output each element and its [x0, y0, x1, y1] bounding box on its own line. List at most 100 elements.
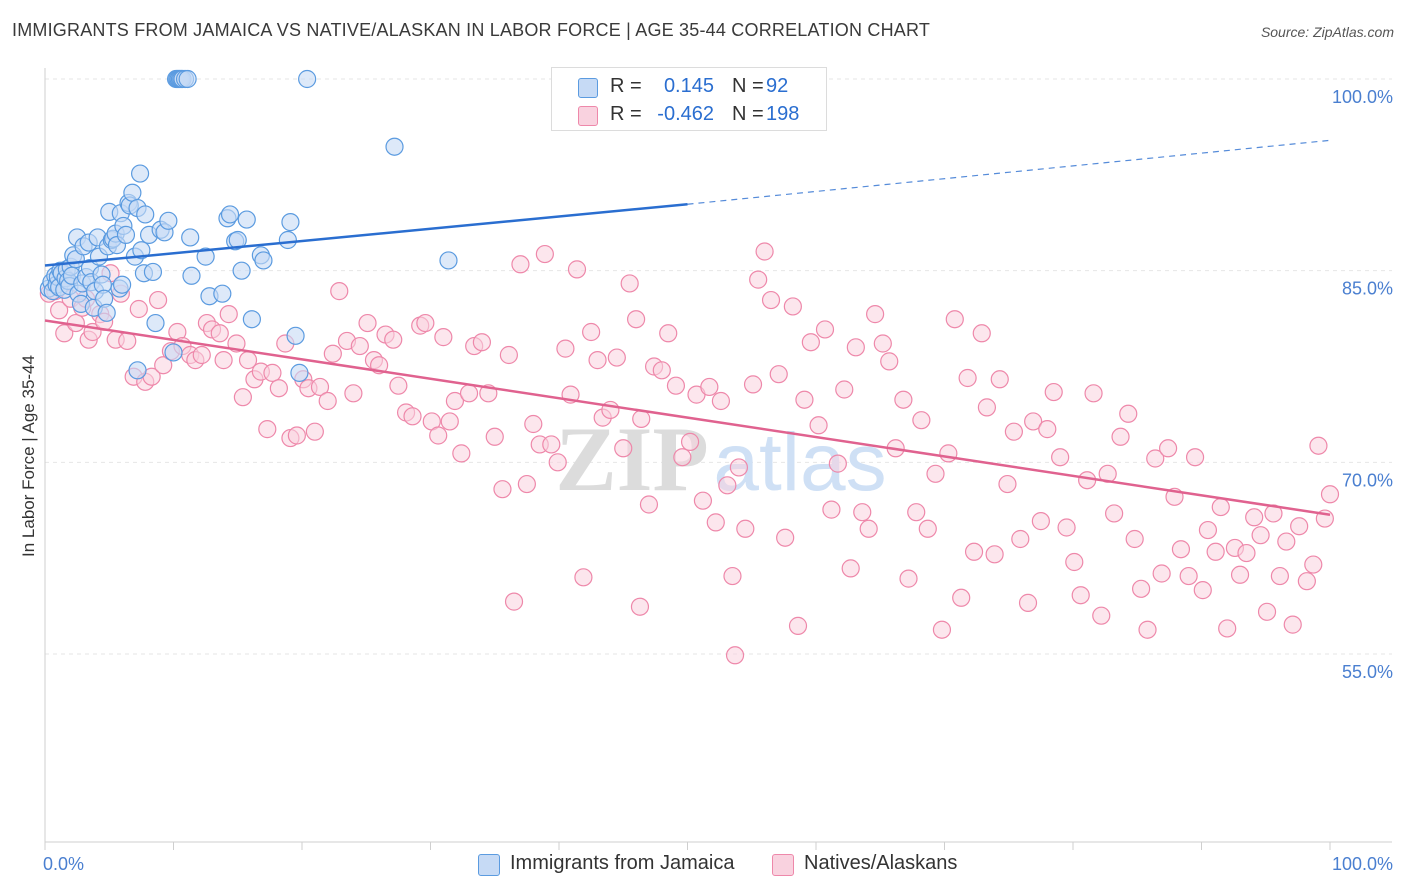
natives-point — [1011, 529, 1030, 549]
natives-point — [403, 407, 422, 426]
legend-n-label: N = — [732, 75, 764, 97]
natives-point — [214, 351, 233, 370]
natives-point — [1044, 382, 1063, 402]
natives-point — [1084, 384, 1103, 403]
natives-point — [445, 391, 465, 411]
natives-point — [880, 352, 899, 371]
jamaica-point — [220, 205, 240, 224]
natives-point — [652, 361, 671, 380]
natives-point — [972, 324, 991, 343]
jamaica-point — [242, 310, 261, 329]
jamaica-point — [228, 230, 247, 250]
natives-point — [990, 370, 1009, 389]
jamaica-point — [97, 303, 116, 322]
natives-point — [795, 390, 814, 409]
natives-point — [440, 412, 459, 431]
natives-point — [511, 255, 530, 274]
natives-point — [918, 519, 937, 538]
jamaica-point — [254, 251, 273, 270]
natives-point — [258, 420, 277, 439]
natives-point — [822, 500, 841, 519]
natives-point — [192, 345, 211, 365]
natives-point — [926, 464, 945, 483]
natives-point — [148, 290, 168, 310]
y-tick-label: 100.0% — [1332, 87, 1393, 107]
natives-point — [305, 422, 324, 441]
natives-point — [1004, 422, 1023, 441]
axes — [44, 68, 1392, 850]
natives-point — [776, 528, 795, 547]
natives-point — [416, 313, 435, 333]
natives-point — [846, 338, 865, 357]
natives-point — [1018, 593, 1038, 612]
jamaica-point — [132, 241, 151, 260]
natives-point — [673, 448, 692, 467]
jamaica-point — [143, 262, 163, 282]
natives-point — [1125, 529, 1144, 549]
natives-point — [859, 519, 878, 538]
natives-point — [323, 344, 342, 363]
natives-point — [535, 244, 554, 264]
chart-title: IMMIGRANTS FROM JAMAICA VS NATIVE/ALASKA… — [12, 20, 931, 40]
jamaica-point — [123, 183, 142, 202]
natives-point — [350, 336, 369, 356]
natives-point — [154, 356, 173, 375]
natives-point — [1198, 520, 1218, 540]
natives-point — [952, 588, 971, 607]
correlation-legend: R = 0.145 N = 92 R = -0.462 N = 198 — [551, 67, 827, 131]
natives-point — [723, 566, 742, 586]
jamaica-point — [290, 363, 309, 382]
y-axis-label: In Labor Force | Age 35-44 — [19, 355, 38, 557]
y-tick-label: 70.0% — [1342, 470, 1393, 490]
natives-point — [1138, 620, 1157, 639]
natives-point — [755, 242, 774, 261]
natives-trend-line — [44, 319, 1331, 516]
natives-point — [499, 345, 518, 365]
natives-point — [1158, 439, 1178, 458]
natives-point — [1111, 427, 1130, 446]
natives-point — [429, 426, 448, 445]
natives-points — [39, 242, 1340, 665]
legend-swatch-blue — [578, 78, 598, 98]
natives-point — [873, 334, 892, 353]
natives-point — [835, 380, 854, 399]
tick-labels: 100.0% 85.0% 70.0% 55.0% 0.0% 100.0% — [43, 87, 1393, 874]
natives-point — [1146, 449, 1165, 468]
jamaica-point — [182, 266, 201, 285]
natives-point — [809, 416, 828, 435]
natives-point — [524, 414, 543, 434]
natives-point — [626, 310, 646, 329]
natives-point — [711, 391, 731, 411]
jamaica-point — [116, 225, 136, 244]
natives-point — [630, 597, 650, 616]
natives-point — [55, 324, 74, 343]
natives-point — [582, 322, 601, 342]
natives-point — [783, 297, 802, 316]
jamaica-point — [146, 313, 165, 333]
natives-point — [912, 411, 931, 430]
natives-point — [736, 519, 755, 538]
jamaica-trend-line — [44, 202, 688, 267]
jamaica-point — [237, 210, 256, 229]
natives-point — [866, 305, 885, 324]
natives-point — [1185, 448, 1205, 467]
natives-point — [1179, 566, 1198, 586]
legend-n-value: 198 — [766, 103, 800, 125]
source-credit: Source: ZipAtlas.com — [1260, 24, 1394, 40]
series-legend: Immigrants from Jamaica Natives/Alaskans — [0, 852, 1406, 878]
jamaica-point — [278, 230, 297, 250]
natives-point — [1152, 564, 1171, 583]
natives-point — [632, 409, 651, 428]
natives-point — [389, 376, 408, 395]
natives-point — [1057, 518, 1076, 537]
natives-point — [1119, 404, 1138, 423]
natives-point — [548, 453, 567, 472]
natives-point — [718, 476, 737, 495]
legend-swatch-pink — [578, 106, 598, 126]
legend-r-value: -0.462 — [657, 103, 714, 125]
natives-point — [493, 480, 512, 499]
jamaica-trend-extension — [687, 139, 1331, 205]
natives-point — [1105, 504, 1124, 523]
jamaica-point — [286, 326, 305, 345]
natives-point — [1071, 586, 1090, 605]
